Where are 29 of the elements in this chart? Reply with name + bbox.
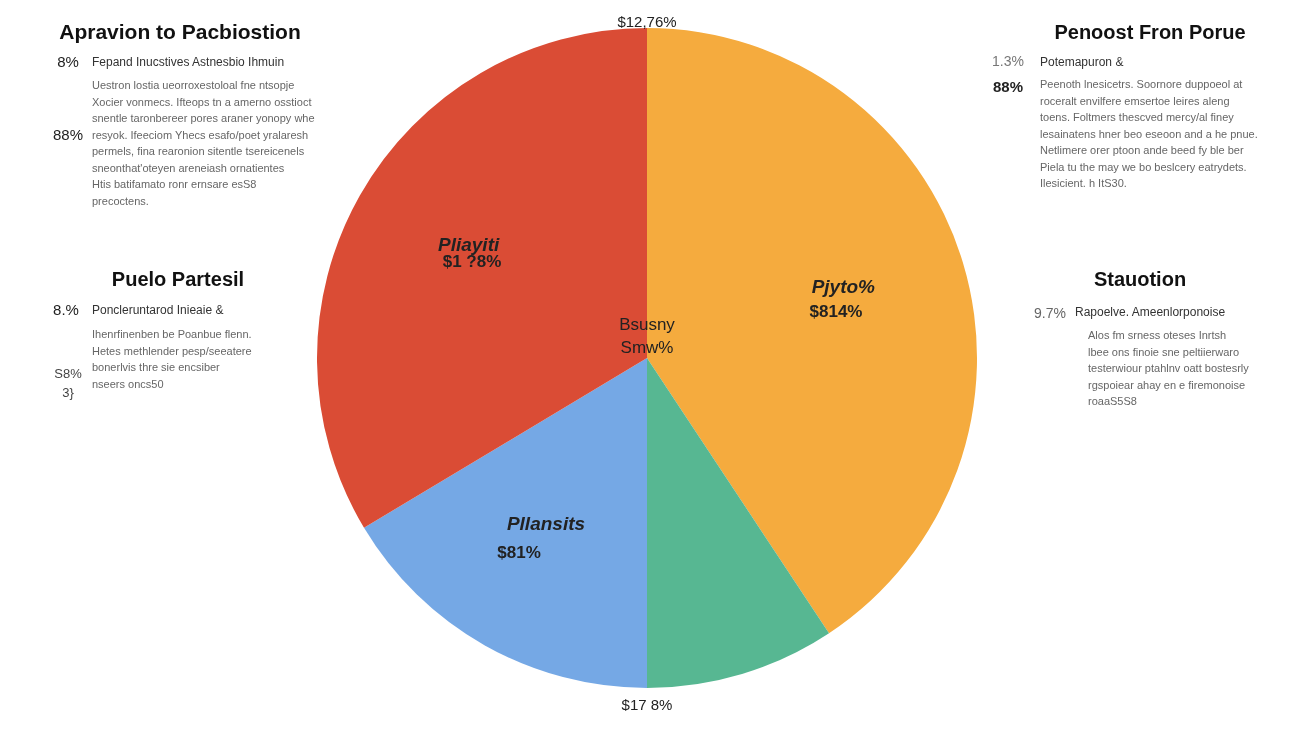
text: 1.3%	[992, 53, 1024, 69]
text: 88%	[992, 78, 1024, 95]
slice-label: Pllansits	[506, 513, 586, 535]
text: Penoost Fron Porue	[1054, 21, 1246, 43]
slice-label: Pliayiti	[437, 233, 500, 255]
text: Peenoth lnesicetrs. Soornore duppoeol at roceralt envilfere emsertoe leires aleng toens. Foltmers thescved mercy/al finey lesainatens hner beo eseoon and a he pnue. Netlimere orer ptoon ande beed fy ble ber Piela tu the may we bo beslcery eatrydets. Ilesicient. h ItS30.	[1040, 78, 1258, 189]
pie-slice	[364, 358, 647, 688]
text: S8% 3}	[54, 366, 83, 400]
text: Poncleruntarod Inieaie &	[92, 303, 224, 317]
text: Uestron lostia ueorroxestoloal fne ntsopje Xocier vonmecs. Ifteops tn a amerno osstioct snentle taronbereer pores araner yonopy whe resyok. Ifeeciom Yhecs esafo/poet yralaresh permels, fina rearonion sitentle tsereicenels sneonthat'oteyen areneiash ornatientes Htis batifamato ronr ernsare esS8 precoctens.	[92, 79, 315, 207]
text: $814%	[809, 302, 863, 321]
text: 8%	[57, 53, 79, 70]
text: Fepand Inucstives Astnesbio Ihmuin	[92, 55, 285, 69]
text: Stauotion	[1093, 268, 1187, 290]
text: 8.%	[53, 301, 79, 318]
text: Rapoelve. Ameenlorponoise	[1075, 305, 1226, 319]
text: $17 8%	[621, 696, 673, 713]
text: 9.7%	[1034, 305, 1066, 321]
text: Alos fm srness oteses Inrtsh lbee ons finoie sne peltiierwaro testerwiour ptahlnv oatt bostesrly rgspoiear ahay en e firemonoise roaaS5S8	[1088, 329, 1250, 407]
text: Potemapuron &	[1040, 55, 1124, 69]
text: $12,76%	[617, 13, 677, 30]
text: Bsusny Smw%	[619, 315, 676, 357]
pie-slice	[647, 358, 830, 688]
slice-label: Pjyto%	[811, 275, 876, 297]
text: 88%	[52, 126, 84, 143]
text: $81%	[497, 543, 541, 562]
text: Puelo Partesil	[111, 268, 245, 290]
text: Ihenrfinenben be Poanbue flenn. Hetes methlender pesp/seeatere bonerlvis thre sie encsiber nseers oncs50	[92, 328, 252, 390]
text: Apravion to Pacbiostion	[59, 20, 301, 43]
